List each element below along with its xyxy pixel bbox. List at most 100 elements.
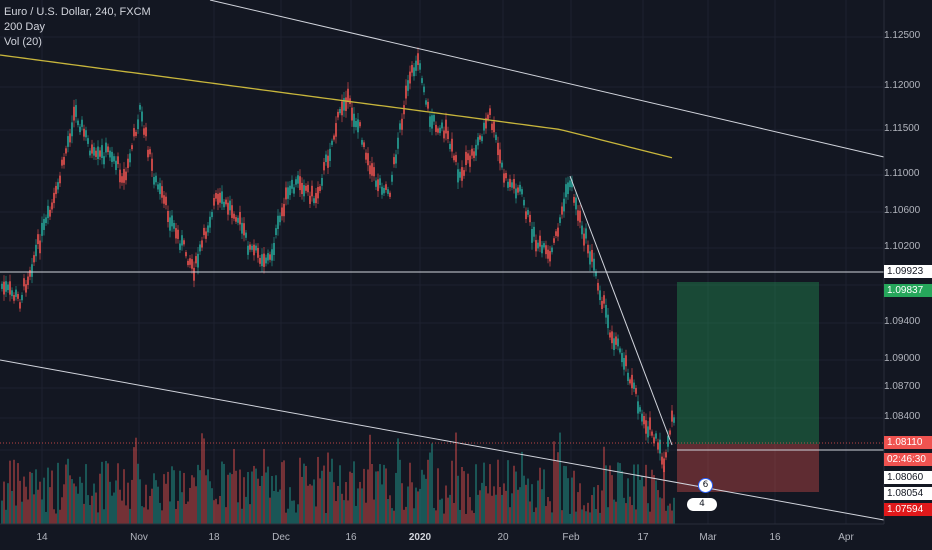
volume-bar — [645, 464, 647, 524]
volume-bar — [507, 460, 509, 524]
volume-bar — [23, 476, 25, 524]
volume-bar — [639, 479, 641, 524]
candle-body — [505, 173, 507, 179]
candle-body — [639, 407, 641, 412]
candle-body — [441, 122, 443, 129]
candle-body — [503, 173, 505, 183]
candle-body — [115, 160, 117, 171]
candle-body — [9, 281, 11, 295]
volume-bar — [61, 497, 63, 524]
candle-body — [449, 143, 451, 150]
volume-bar — [81, 482, 83, 524]
volume-bar — [115, 480, 117, 524]
volume-bar — [505, 490, 507, 524]
candle-body — [233, 213, 235, 219]
upper-trendline[interactable] — [209, 0, 885, 158]
candle-body — [501, 162, 503, 168]
volume-bar — [543, 469, 545, 524]
ma-indicator-label[interactable]: 200 Day — [4, 21, 45, 33]
volume-bar — [583, 505, 585, 524]
candle-body — [435, 124, 437, 132]
candle-body — [259, 257, 261, 264]
volume-bar — [609, 465, 611, 524]
volume-bar — [229, 472, 231, 524]
volume-bar — [185, 503, 187, 524]
volume-bar — [99, 473, 101, 524]
volume-bar — [263, 448, 265, 524]
candle-body — [95, 150, 97, 157]
candle-body — [575, 197, 577, 210]
candle-body — [431, 115, 433, 129]
candle-body — [669, 430, 671, 435]
volume-bar — [321, 470, 323, 524]
volume-bar — [43, 477, 45, 524]
candle-body — [623, 358, 625, 370]
volume-bar — [285, 512, 287, 524]
candle-body — [475, 144, 477, 156]
volume-bar — [661, 498, 663, 524]
candle-body — [29, 270, 31, 277]
volume-bar — [105, 460, 107, 524]
volume-bar — [337, 485, 339, 524]
candle-body — [129, 153, 131, 163]
candle-body — [401, 118, 403, 130]
volume-bar — [195, 486, 197, 524]
volume-bar — [663, 466, 665, 524]
volume-bar — [281, 462, 283, 524]
candle-body — [177, 229, 179, 239]
candle-body — [659, 439, 661, 454]
volume-bar — [473, 512, 475, 524]
symbol-title[interactable]: Euro / U.S. Dollar, 240, FXCM — [4, 6, 151, 18]
candle-body — [525, 211, 527, 220]
events-count-badge[interactable]: 6 — [698, 478, 713, 493]
volume-bar — [611, 475, 613, 524]
volume-bar — [255, 468, 257, 524]
candle-body — [275, 228, 277, 236]
volume-bar — [257, 478, 259, 524]
volume-bar — [525, 484, 527, 524]
candle-body — [249, 244, 251, 250]
drop-trendline[interactable] — [569, 175, 673, 446]
volume-bar — [569, 513, 571, 524]
candle-body — [419, 63, 421, 70]
candle-body — [281, 207, 283, 217]
volume-bar — [289, 487, 291, 524]
price-tick: 1.10200 — [884, 241, 921, 252]
candle-body — [57, 182, 59, 190]
price-tick: 1.12500 — [884, 30, 921, 41]
economic-events-flag-icon[interactable]: 4 — [687, 498, 717, 511]
volume-bar — [139, 479, 141, 524]
volume-bar — [383, 464, 385, 524]
candle-body — [211, 211, 213, 218]
candle-body — [365, 152, 367, 160]
candle-body — [507, 181, 509, 188]
candle-body — [149, 149, 151, 155]
volume-bar — [205, 475, 207, 524]
volume-bar — [231, 474, 233, 524]
candle-body — [597, 282, 599, 291]
candle-body — [307, 184, 309, 193]
lower-trendline[interactable] — [0, 359, 885, 521]
volume-indicator-label[interactable]: Vol (20) — [4, 36, 42, 48]
volume-bar — [399, 459, 401, 524]
time-tick: Nov — [130, 532, 148, 543]
volume-bar — [461, 466, 463, 524]
volume-bar — [423, 474, 425, 524]
chart-legend: Euro / U.S. Dollar, 240, FXCM 200 Day Vo… — [4, 5, 151, 50]
volume-bar — [73, 483, 75, 524]
volume-bar — [49, 487, 51, 524]
candle-body — [553, 238, 555, 243]
volume-bar — [503, 483, 505, 524]
time-tick: Dec — [272, 532, 290, 543]
candle-body — [103, 156, 105, 165]
candle-body — [15, 289, 17, 297]
candle-body — [301, 182, 303, 195]
volume-bar — [347, 500, 349, 524]
take-profit-zone[interactable] — [677, 282, 819, 444]
candle-body — [207, 225, 209, 233]
volume-bar — [217, 504, 219, 524]
candle-body — [519, 184, 521, 192]
volume-bar — [241, 508, 243, 524]
candle-body — [19, 302, 21, 309]
